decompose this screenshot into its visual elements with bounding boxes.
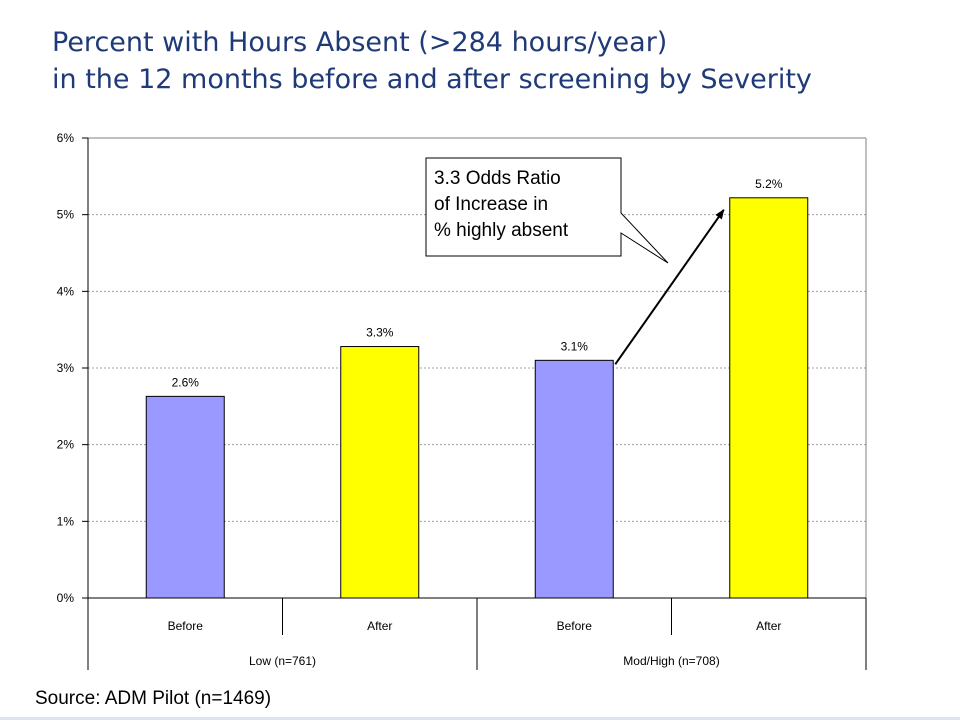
data-label: 3.1% bbox=[561, 339, 589, 353]
data-label: 5.2% bbox=[755, 177, 783, 191]
y-tick-label: 1% bbox=[57, 514, 75, 528]
chart-title-line2: in the 12 months before and after screen… bbox=[52, 64, 812, 95]
bar-before bbox=[534, 359, 614, 599]
category-label: After bbox=[756, 619, 781, 633]
bar-after bbox=[729, 197, 809, 599]
callout-text-line: % highly absent bbox=[434, 220, 569, 241]
chart-title-line1: Percent with Hours Absent (>284 hours/ye… bbox=[52, 27, 668, 58]
data-label: 3.3% bbox=[366, 326, 394, 340]
y-tick-label: 3% bbox=[57, 361, 75, 375]
category-label: Before bbox=[557, 619, 593, 633]
callout-text-line: of Increase in bbox=[434, 194, 548, 215]
bar-before bbox=[145, 395, 225, 599]
category-label: Before bbox=[168, 619, 204, 633]
callout-box bbox=[425, 157, 669, 264]
data-label: 2.6% bbox=[172, 375, 200, 389]
annotation-arrow bbox=[614, 208, 725, 365]
callout-text-line: 3.3 Odds Ratio bbox=[434, 168, 561, 189]
group-label: Mod/High (n=708) bbox=[623, 654, 719, 668]
bottom-divider bbox=[0, 717, 960, 720]
y-tick-label: 0% bbox=[57, 591, 75, 605]
category-label: After bbox=[367, 619, 392, 633]
y-tick-label: 6% bbox=[57, 131, 75, 145]
y-tick-label: 2% bbox=[57, 438, 75, 452]
bar-after bbox=[340, 346, 420, 599]
source-note: Source: ADM Pilot (n=1469) bbox=[35, 688, 272, 709]
y-tick-label: 5% bbox=[57, 208, 75, 222]
group-label: Low (n=761) bbox=[249, 654, 316, 668]
chart-title: Percent with Hours Absent (>284 hours/ye… bbox=[52, 24, 812, 98]
y-tick-label: 4% bbox=[57, 284, 75, 298]
